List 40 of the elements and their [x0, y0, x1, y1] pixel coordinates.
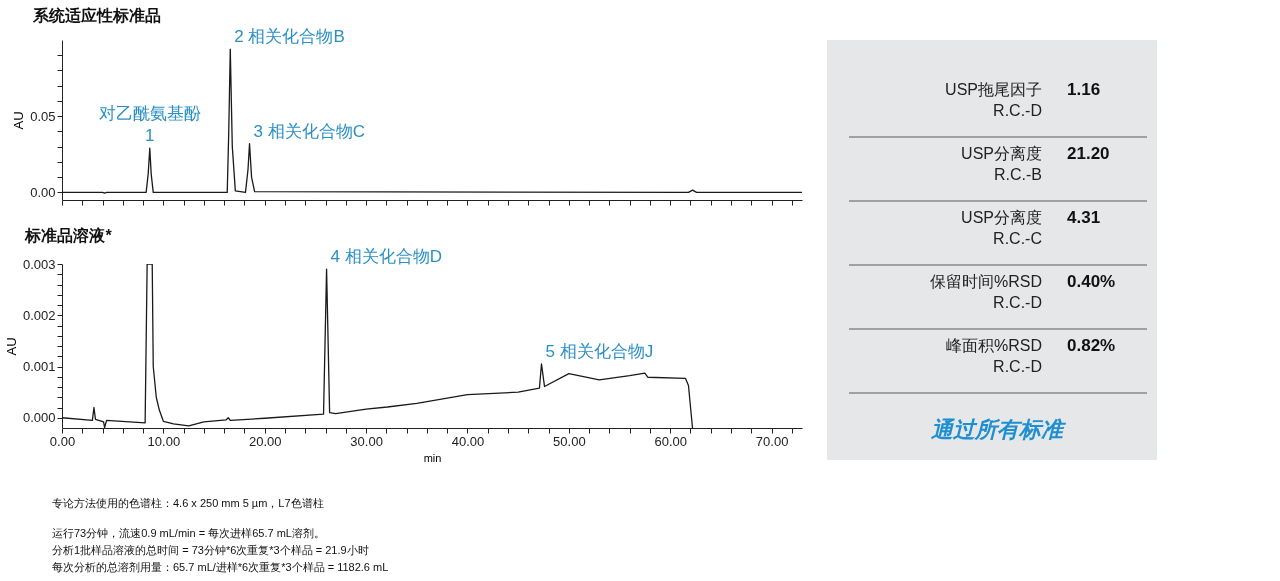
x-tick-label: 0.00: [49, 433, 76, 449]
text: 21.20: [1067, 144, 1110, 163]
annotation: 2 相关化合物B: [234, 27, 345, 47]
text: 4.31: [1067, 208, 1101, 227]
category-label: 峰面积%RSD R.C.-D: [945, 337, 1042, 375]
x-tick-label: 60.00: [654, 433, 687, 449]
text: 分析1批样品溶液的总时间 = 73分钟*6次重复*3个样品 = 21.9小时: [52, 544, 369, 556]
chart-title: 标准品溶液*: [24, 226, 113, 245]
y-tick-label: 0.05: [30, 108, 56, 124]
x-tick-label: 10.00: [147, 433, 181, 449]
category-label: 保留时间%RSD R.C.-D: [929, 273, 1042, 311]
x-tick-label: 50.00: [553, 433, 586, 449]
category-label: USP分离度 R.C.-C: [961, 209, 1042, 247]
y-axis-title: AU: [11, 111, 27, 130]
y-axis-title: AU: [3, 337, 19, 356]
chart-title: 系统适应性标准品: [31, 6, 161, 25]
text: 运行73分钟，流速0.9 mL/min = 每次进样65.7 mL溶剂。: [52, 527, 325, 539]
category-label: USP拖尾因子 R.C.-D: [945, 81, 1042, 119]
text: 每次分析的总溶剂用量：65.7 mL/进样*6次重复*3个样品 = 1182.6 mL: [52, 561, 389, 573]
y-tick-label: 0.000: [22, 410, 56, 426]
annotation: 5 相关化合物J: [545, 341, 654, 361]
y-tick-label: 0.001: [22, 359, 56, 374]
annotation: 3 相关化合物C: [253, 121, 365, 141]
annotation: 4 相关化合物D: [330, 247, 443, 267]
text: 1.16: [1067, 80, 1101, 99]
annotation: 1: [145, 126, 155, 146]
text: 通过所有标准: [930, 417, 1067, 442]
annotation: 对乙酰氨基酚: [98, 104, 201, 124]
y-tick-label: 0.002: [22, 307, 56, 323]
x-tick-label: 20.00: [248, 433, 282, 449]
y-tick-label: 0.003: [22, 256, 56, 272]
text: 0.40%: [1067, 272, 1116, 291]
y-tick-label: 0.00: [30, 184, 56, 200]
text: 0.82%: [1067, 336, 1116, 355]
x-tick-label: 40.00: [451, 433, 485, 449]
x-tick-label: 30.00: [350, 433, 383, 449]
x-tick-label: 70.00: [755, 433, 789, 449]
text: 专论方法使用的色谱柱：4.6 x 250 mm 5 µm，L7色谱柱: [52, 497, 324, 509]
x-axis-title: min: [423, 451, 442, 464]
category-label: USP分离度 R.C.-B: [961, 145, 1042, 183]
